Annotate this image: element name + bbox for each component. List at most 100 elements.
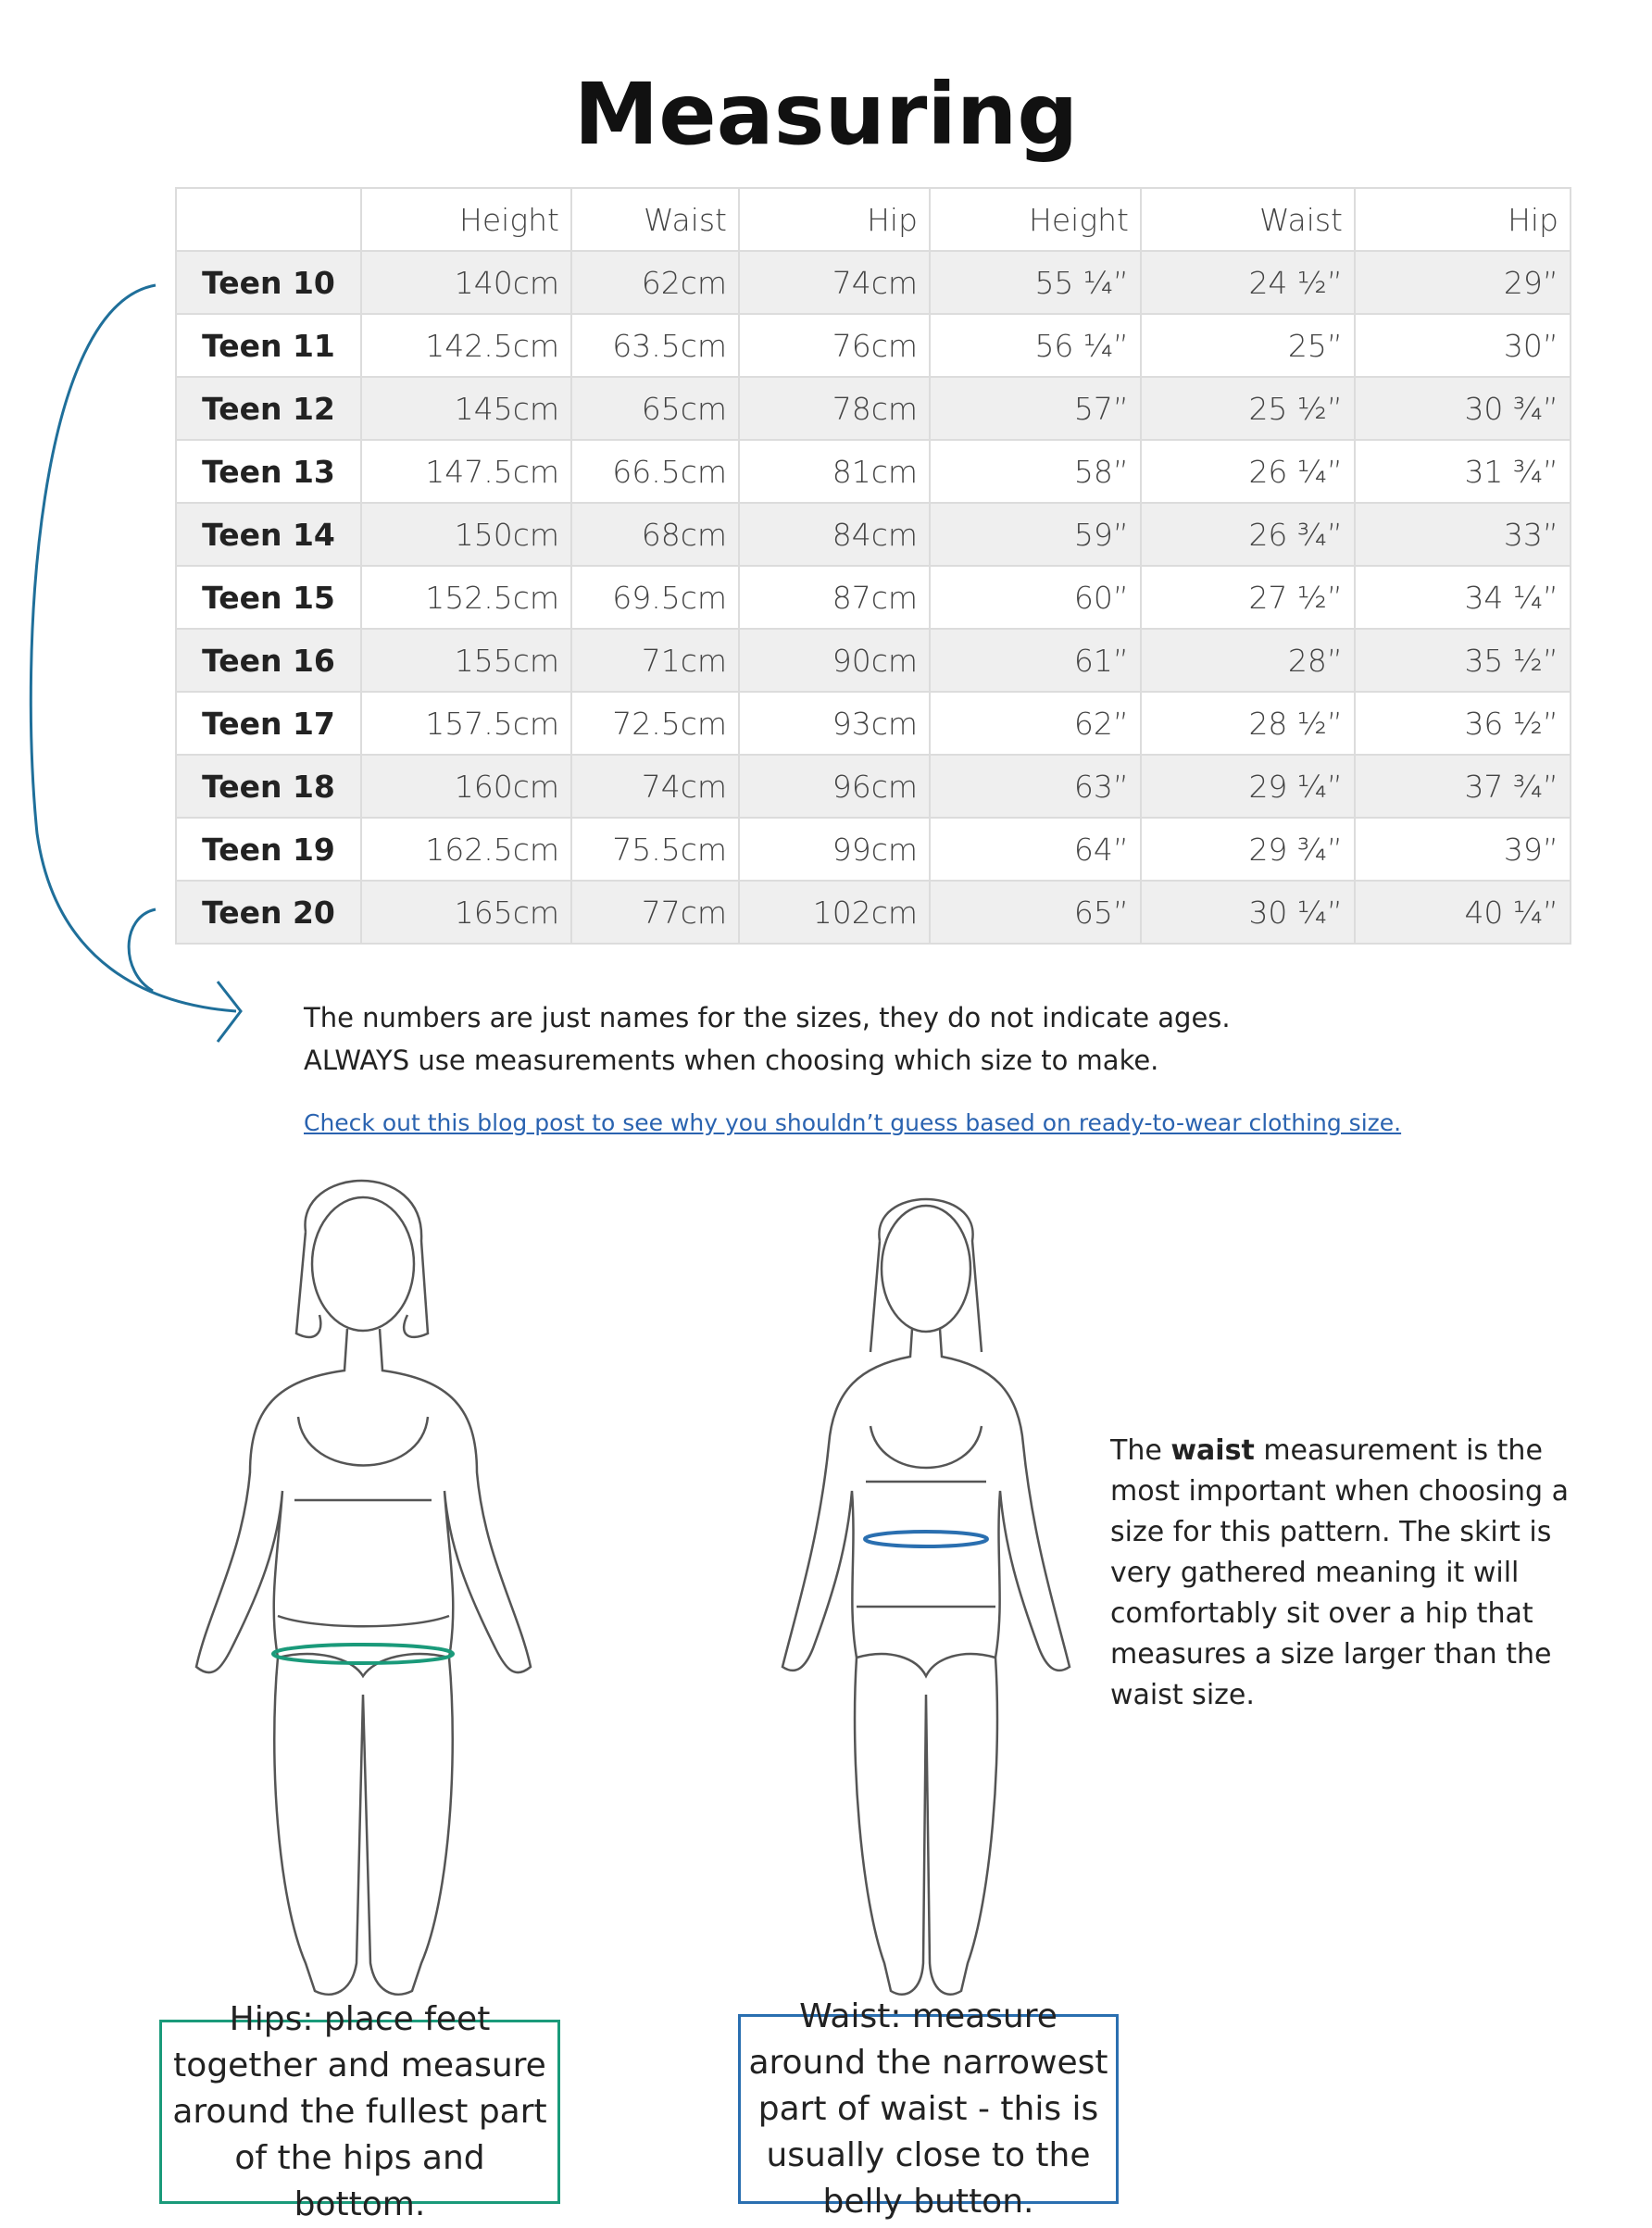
header-row: Height Waist Hip Height Waist Hip bbox=[175, 187, 1571, 252]
cell: 58” bbox=[929, 439, 1142, 504]
cell: 28” bbox=[1140, 628, 1356, 693]
header-cell: Hip bbox=[738, 187, 931, 252]
waist-line bbox=[863, 1530, 989, 1548]
header-cell: Waist bbox=[570, 187, 740, 252]
blog-link[interactable]: Check out this blog post to see why you … bbox=[304, 1109, 1402, 1136]
cell: 39” bbox=[1354, 817, 1571, 882]
row: Teen 13 147.5cm 66.5cm 81cm 58” 26 ¼” 31 ¾” bbox=[175, 439, 1571, 504]
cell: 34 ¼” bbox=[1354, 565, 1571, 630]
cell: 64” bbox=[929, 817, 1142, 882]
size-label: Teen 17 bbox=[175, 691, 362, 756]
cell: 152.5cm bbox=[360, 565, 572, 630]
size-label: Teen 11 bbox=[175, 313, 362, 378]
cell: 81cm bbox=[738, 439, 931, 504]
cell: 74cm bbox=[738, 250, 931, 315]
cell: 150cm bbox=[360, 502, 572, 567]
cell: 72.5cm bbox=[570, 691, 740, 756]
cell: 59” bbox=[929, 502, 1142, 567]
cell: 40 ¼” bbox=[1354, 880, 1571, 945]
cell: 87cm bbox=[738, 565, 931, 630]
cell: 61” bbox=[929, 628, 1142, 693]
row: Teen 18 160cm 74cm 96cm 63” 29 ¼” 37 ¾” bbox=[175, 754, 1571, 819]
cell: 57” bbox=[929, 376, 1142, 441]
cell: 142.5cm bbox=[360, 313, 572, 378]
row: Teen 12 145cm 65cm 78cm 57” 25 ½” 30 ¾” bbox=[175, 376, 1571, 441]
cell: 30 ¼” bbox=[1140, 880, 1356, 945]
note: ALWAYS use measurements when choosing wh… bbox=[304, 1045, 1159, 1076]
cell: 26 ¾” bbox=[1140, 502, 1356, 567]
cell: 30” bbox=[1354, 313, 1571, 378]
cell: 56 ¼” bbox=[929, 313, 1142, 378]
cell: 84cm bbox=[738, 502, 931, 567]
row: Teen 16 155cm 71cm 90cm 61” 28” 35 ½” bbox=[175, 628, 1571, 693]
cell: 28 ½” bbox=[1140, 691, 1356, 756]
bold-text: waist bbox=[1170, 1434, 1255, 1467]
cell: 76cm bbox=[738, 313, 931, 378]
cell: 33” bbox=[1354, 502, 1571, 567]
note: The numbers are just names for the sizes… bbox=[304, 1002, 1231, 1033]
size-label: Teen 16 bbox=[175, 628, 362, 693]
side-note: The waist measurement is the most import… bbox=[1110, 1431, 1573, 1716]
title: Measuring bbox=[573, 65, 1079, 164]
hips-caption: Hips: place feet together and measure ar… bbox=[159, 2000, 560, 2223]
cell: 25” bbox=[1140, 313, 1356, 378]
hip-line bbox=[271, 1643, 455, 1665]
size-label: Teen 12 bbox=[175, 376, 362, 441]
text: The bbox=[1110, 1434, 1171, 1467]
cell: 69.5cm bbox=[570, 565, 740, 630]
cell: 66.5cm bbox=[570, 439, 740, 504]
cell: 31 ¾” bbox=[1354, 439, 1571, 504]
row: Teen 17 157.5cm 72.5cm 93cm 62” 28 ½” 36 ½” bbox=[175, 691, 1571, 756]
cell: 30 ¾” bbox=[1354, 376, 1571, 441]
waist-figure bbox=[781, 1197, 1071, 1996]
cell: 102cm bbox=[738, 880, 931, 945]
cell: 26 ¼” bbox=[1140, 439, 1356, 504]
cell: 29” bbox=[1354, 250, 1571, 315]
row: Teen 19 162.5cm 75.5cm 99cm 64” 29 ¾” 39” bbox=[175, 817, 1571, 882]
cell: 71cm bbox=[570, 628, 740, 693]
header-cell: Height bbox=[360, 187, 572, 252]
cell: 35 ½” bbox=[1354, 628, 1571, 693]
cell: 29 ¾” bbox=[1140, 817, 1356, 882]
cell: 160cm bbox=[360, 754, 572, 819]
cell: 62cm bbox=[570, 250, 740, 315]
size-label: Teen 13 bbox=[175, 439, 362, 504]
row: Teen 11 142.5cm 63.5cm 76cm 56 ¼” 25” 30” bbox=[175, 313, 1571, 378]
cell: 29 ¼” bbox=[1140, 754, 1356, 819]
row: Teen 20 165cm 77cm 102cm 65” 30 ¼” 40 ¼” bbox=[175, 880, 1571, 945]
header-cell bbox=[175, 187, 362, 252]
cell: 60” bbox=[929, 565, 1142, 630]
cell: 27 ½” bbox=[1140, 565, 1356, 630]
hips-figure bbox=[194, 1179, 532, 1996]
cell: 78cm bbox=[738, 376, 931, 441]
header-cell: Waist bbox=[1140, 187, 1356, 252]
cell: 25 ½” bbox=[1140, 376, 1356, 441]
table-body: Height Waist Hip Height Waist Hip Teen 10 140cm… bbox=[175, 187, 1571, 945]
size-label: Teen 15 bbox=[175, 565, 362, 630]
cell: 165cm bbox=[360, 880, 572, 945]
row: Teen 10 140cm 62cm 74cm 55 ¼” 24 ½” 29” bbox=[175, 250, 1571, 315]
cell: 55 ¼” bbox=[929, 250, 1142, 315]
size-label: Teen 19 bbox=[175, 817, 362, 882]
cell: 99cm bbox=[738, 817, 931, 882]
cell: 162.5cm bbox=[360, 817, 572, 882]
size-label: Teen 10 bbox=[175, 250, 362, 315]
size-label: Teen 14 bbox=[175, 502, 362, 567]
cell: 75.5cm bbox=[570, 817, 740, 882]
arrow bbox=[29, 283, 243, 1043]
size-label: Teen 20 bbox=[175, 880, 362, 945]
text: measurement is the most important when c… bbox=[1110, 1434, 1569, 1711]
cell: 65” bbox=[929, 880, 1142, 945]
cell: 90cm bbox=[738, 628, 931, 693]
cell: 145cm bbox=[360, 376, 572, 441]
cell: 62” bbox=[929, 691, 1142, 756]
cell: 74cm bbox=[570, 754, 740, 819]
waist-caption: Waist: measure around the narrowest part… bbox=[738, 1997, 1119, 2221]
cell: 63.5cm bbox=[570, 313, 740, 378]
cell: 157.5cm bbox=[360, 691, 572, 756]
row: Teen 15 152.5cm 69.5cm 87cm 60” 27 ½” 34 ¼” bbox=[175, 565, 1571, 630]
cell: 93cm bbox=[738, 691, 931, 756]
cell: 63” bbox=[929, 754, 1142, 819]
